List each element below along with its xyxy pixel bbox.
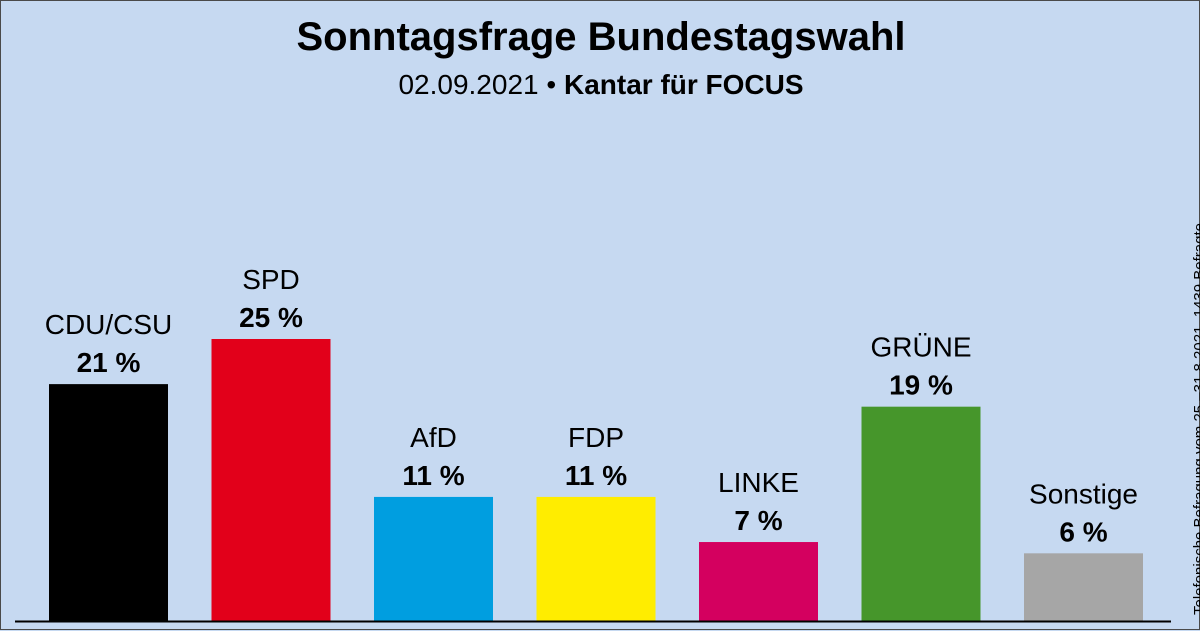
category-label-gr-ne: GRÜNE [870,332,971,363]
chart-subtitle: 02.09.2021 • Kantar für FOCUS [1,69,1200,101]
value-label-sonstige: 6 % [1059,516,1107,547]
value-label-linke: 7 % [734,505,782,536]
category-label-linke: LINKE [718,467,799,498]
poll-source: Kantar für FOCUS [563,69,804,100]
value-label-gr-ne: 19 % [889,370,953,401]
category-label-spd: SPD [242,264,300,295]
value-label-spd: 25 % [239,302,303,333]
poll-date: 02.09.2021 [398,69,539,100]
bar-spd [211,339,331,621]
bar-linke [699,542,818,621]
category-label-cdu-csu: CDU/CSU [45,309,173,340]
category-label-sonstige: Sonstige [1029,478,1138,509]
bar-sonstige [1024,553,1143,621]
bar-gr-ne [861,406,981,621]
subtitle-separator: • [538,69,564,100]
bar-cdu-csu [49,384,168,621]
survey-note: Telefonische Befragung vom 25.–31.8.2021… [1191,223,1200,615]
bar-fdp [536,496,656,621]
value-label-afd: 11 % [402,460,464,491]
bar-afd [374,496,493,621]
value-label-cdu-csu: 21 % [77,347,141,378]
chart-title: Sonntagsfrage Bundestagswahl [296,15,906,59]
category-label-afd: AfD [410,422,457,453]
value-label-fdp: 11 % [565,460,627,491]
category-label-fdp: FDP [568,422,624,453]
